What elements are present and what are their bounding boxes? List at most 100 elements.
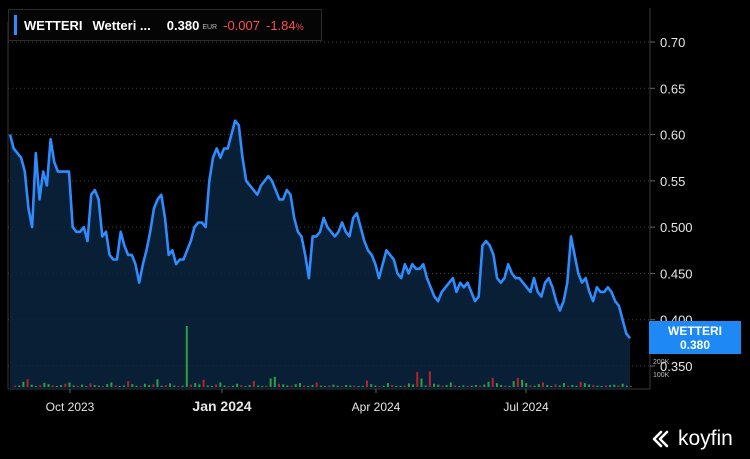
volume-bar — [173, 385, 176, 387]
badge-ticker: WETTERI — [668, 324, 722, 338]
volume-bar — [474, 385, 477, 387]
price-change: -0.007 — [223, 17, 260, 33]
volume-bar — [575, 385, 578, 387]
volume-bar — [269, 378, 272, 387]
volume-bar — [190, 384, 192, 387]
volume-bar — [583, 383, 586, 387]
volume-bar — [521, 379, 524, 387]
volume-bar — [403, 385, 406, 387]
volume-bar — [273, 376, 276, 387]
volume-bar — [328, 385, 331, 387]
volume-bar — [500, 385, 503, 387]
volume-bar — [558, 385, 561, 387]
volume-bar — [131, 384, 134, 387]
volume-bar — [609, 385, 612, 387]
volume-bar — [445, 385, 448, 387]
volume-bar — [14, 385, 16, 387]
volume-bar — [466, 385, 469, 387]
volume-bar — [114, 385, 117, 387]
volume-bar — [542, 382, 544, 387]
volume-bar — [286, 385, 289, 387]
volume-bar — [219, 382, 222, 387]
y-tick-label: 0.60 — [660, 128, 685, 143]
volume-bar — [332, 384, 335, 387]
volume-bar — [399, 385, 402, 387]
volume-bar — [93, 385, 96, 387]
volume-bar — [72, 385, 75, 387]
volume-bar — [169, 383, 172, 387]
volume-bar — [89, 383, 92, 387]
price-line — [8, 119, 632, 340]
volume-bar — [47, 384, 50, 387]
volume-bar — [118, 385, 121, 387]
volume-bar — [164, 385, 167, 387]
price-change-percent: -1.84% — [265, 17, 304, 33]
volume-bar — [382, 385, 385, 387]
volume-bar — [85, 386, 88, 387]
volume-bar — [148, 385, 151, 387]
volume-bar — [135, 385, 138, 387]
volume-bar — [428, 371, 431, 387]
volume-bar — [252, 381, 255, 387]
volume-bar — [278, 383, 280, 387]
volume-bar — [102, 386, 104, 387]
volume-bar — [257, 385, 260, 387]
volume-bar — [64, 383, 67, 387]
volume-bar — [160, 385, 163, 387]
volume-bar — [349, 385, 352, 387]
volume-bar — [206, 385, 209, 387]
ticker-legend[interactable]: WETTERI Wetteri ... 0.380 EUR -0.007 -1.… — [8, 9, 322, 41]
y-tick-label: 0.65 — [660, 81, 685, 96]
volume-bar — [579, 381, 582, 387]
volume-bar — [152, 384, 155, 387]
volume-bar — [491, 377, 494, 387]
volume-bar — [550, 385, 553, 387]
volume-bar — [282, 384, 285, 387]
volume-bar — [240, 385, 243, 387]
y-tick-label: 0.450 — [660, 266, 693, 281]
volume-tick-label: 200K — [653, 359, 670, 366]
volume-bar — [617, 385, 620, 387]
volume-bar — [378, 385, 381, 387]
volume-bar — [34, 385, 37, 387]
volume-bar — [420, 378, 423, 387]
volume-bar — [630, 385, 632, 387]
volume-bar — [127, 381, 130, 387]
volume-bar — [30, 384, 33, 387]
volume-bar — [546, 385, 549, 387]
price-area-fill — [10, 120, 630, 389]
volume-tick-label: 100K — [653, 372, 670, 379]
volume-bar — [479, 385, 482, 387]
volume-bar — [265, 385, 268, 387]
volume-bar — [625, 385, 628, 387]
last-price: 0.380 — [166, 17, 200, 33]
volume-bar — [236, 383, 239, 387]
y-tick-label: 0.55 — [660, 174, 685, 189]
volume-bar — [470, 385, 473, 387]
volume-bar — [231, 385, 234, 387]
y-tick-label: 0.70 — [660, 35, 685, 50]
volume-bar — [26, 379, 29, 387]
volume-bar — [81, 384, 84, 387]
volume-bar — [533, 385, 536, 387]
x-tick-label: Jul 2024 — [503, 400, 549, 414]
volume-bar — [202, 379, 205, 387]
last-price-badge: WETTERI 0.380 — [649, 321, 741, 354]
volume-bar — [311, 385, 314, 387]
volume-bar — [441, 385, 444, 387]
volume-bar — [391, 385, 394, 387]
volume-bar — [97, 385, 100, 387]
volume-bar — [370, 384, 373, 387]
volume-bar — [495, 383, 498, 387]
volume-bar — [592, 385, 595, 387]
security-name: Wetteri ... — [92, 17, 151, 33]
volume-bar — [51, 385, 54, 387]
volume-bar — [437, 384, 440, 387]
volume-bar — [554, 384, 557, 387]
volume-bar — [303, 385, 306, 387]
x-tick-label: Oct 2023 — [46, 400, 95, 414]
volume-bar — [504, 385, 507, 387]
volume-bar — [516, 377, 519, 387]
